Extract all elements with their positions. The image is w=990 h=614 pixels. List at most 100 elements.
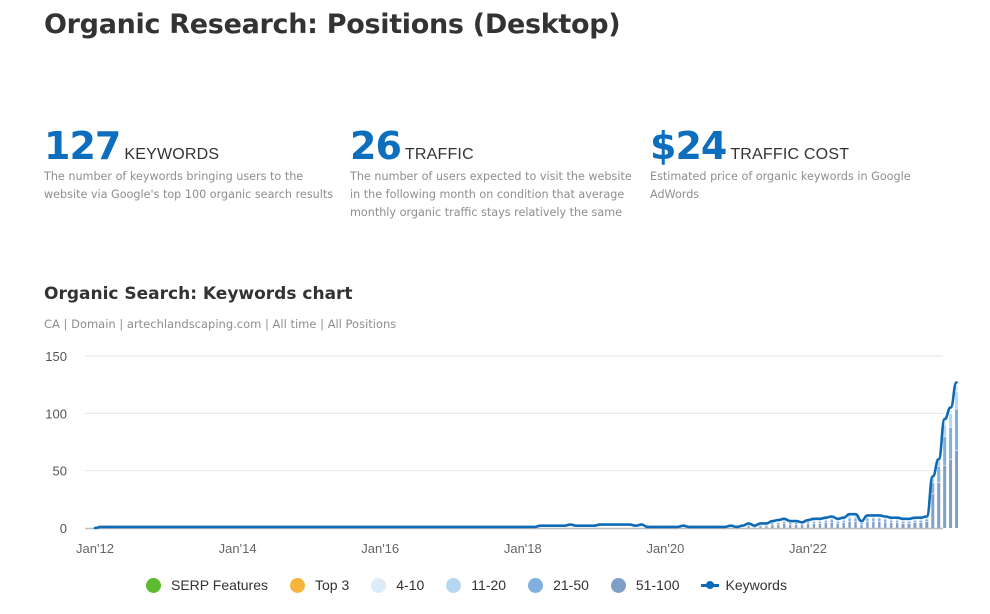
bar-51-100[interactable]	[836, 524, 839, 528]
bar-21-50[interactable]	[806, 521, 810, 524]
legend-item-keywords[interactable]: Keywords	[701, 577, 787, 593]
bar-11-20[interactable]	[836, 520, 839, 522]
bar-51-100[interactable]	[895, 522, 899, 528]
bar-11-20[interactable]	[824, 519, 828, 520]
bar-51-100[interactable]	[955, 450, 959, 528]
bar-21-50[interactable]	[907, 521, 911, 524]
bar-21-50[interactable]	[848, 518, 851, 522]
bar-51-100[interactable]	[842, 522, 845, 528]
bar-51-100[interactable]	[783, 524, 786, 528]
bar-11-20[interactable]	[830, 518, 833, 519]
bar-11-20[interactable]	[848, 515, 851, 518]
bar-21-50[interactable]	[759, 525, 762, 526]
bar-4-10[interactable]	[949, 410, 953, 414]
bar-51-100[interactable]	[925, 521, 929, 528]
bar-51-100[interactable]	[759, 526, 762, 528]
bar-51-100[interactable]	[884, 522, 887, 528]
bar-21-50[interactable]	[937, 466, 941, 483]
bar-21-50[interactable]	[955, 409, 959, 451]
bar-51-100[interactable]	[913, 522, 917, 528]
bar-51-100[interactable]	[806, 524, 810, 528]
bar-51-100[interactable]	[854, 521, 857, 528]
bar-51-100[interactable]	[765, 526, 768, 528]
bar-21-50[interactable]	[812, 521, 816, 524]
legend-item-11-20[interactable]: 11-20	[446, 577, 506, 593]
keywords-series-line[interactable]	[93, 381, 958, 530]
bar-51-100[interactable]	[753, 527, 756, 528]
bar-11-20[interactable]	[878, 517, 881, 518]
bar-51-100[interactable]	[889, 522, 893, 528]
bar-11-20[interactable]	[854, 515, 857, 518]
bar-51-100[interactable]	[937, 482, 941, 528]
bar-51-100[interactable]	[872, 521, 875, 528]
legend-item-51-100[interactable]: 51-100	[610, 577, 679, 593]
traffic-cost-value[interactable]: $24	[650, 124, 727, 168]
bar-21-50[interactable]	[777, 522, 780, 525]
bar-11-20[interactable]	[937, 460, 941, 467]
bar-21-50[interactable]	[895, 520, 899, 523]
bar-11-20[interactable]	[783, 520, 786, 522]
bar-51-100[interactable]	[771, 525, 774, 528]
bar-21-50[interactable]	[913, 520, 917, 523]
bar-11-20[interactable]	[913, 519, 917, 520]
legend-item-serp-features[interactable]: SERP Features	[146, 577, 268, 593]
keywords-value[interactable]: 127	[44, 124, 121, 168]
bar-51-100[interactable]	[949, 459, 953, 528]
bar-11-20[interactable]	[812, 520, 816, 522]
bar-11-20[interactable]	[955, 392, 959, 409]
bar-11-20[interactable]	[895, 519, 899, 520]
bar-51-100[interactable]	[931, 494, 935, 528]
bar-51-100[interactable]	[747, 526, 750, 528]
bar-21-50[interactable]	[919, 520, 923, 523]
legend-item-21-50[interactable]: 21-50	[528, 577, 589, 593]
bar-51-100[interactable]	[788, 525, 792, 528]
bar-51-100[interactable]	[878, 521, 881, 528]
bar-21-50[interactable]	[860, 522, 863, 525]
bar-21-50[interactable]	[925, 519, 929, 522]
bar-21-50[interactable]	[901, 521, 905, 524]
bar-21-50[interactable]	[800, 524, 804, 525]
bar-51-100[interactable]	[777, 525, 780, 528]
bar-21-50[interactable]	[878, 518, 881, 522]
bar-21-50[interactable]	[836, 521, 839, 524]
legend-item-4-10[interactable]: 4-10	[371, 577, 424, 593]
bar-21-50[interactable]	[884, 519, 887, 523]
bar-11-20[interactable]	[818, 520, 822, 522]
bar-21-50[interactable]	[889, 520, 893, 523]
bar-11-20[interactable]	[907, 520, 911, 522]
bar-11-20[interactable]	[777, 521, 780, 523]
bar-11-20[interactable]	[842, 519, 845, 520]
bar-51-100[interactable]	[812, 524, 816, 528]
bar-21-50[interactable]	[788, 522, 792, 525]
bar-51-100[interactable]	[800, 525, 804, 528]
bar-21-50[interactable]	[830, 519, 833, 523]
bar-11-20[interactable]	[901, 520, 905, 522]
bar-21-50[interactable]	[747, 525, 750, 526]
bar-51-100[interactable]	[824, 522, 828, 528]
bar-21-50[interactable]	[866, 518, 869, 522]
bar-21-50[interactable]	[824, 520, 828, 523]
bar-11-20[interactable]	[943, 425, 947, 437]
bar-11-20[interactable]	[866, 517, 869, 518]
bar-11-20[interactable]	[872, 517, 875, 518]
legend-item-top-3[interactable]: Top 3	[290, 577, 349, 593]
bar-21-50[interactable]	[872, 518, 875, 522]
bar-21-50[interactable]	[854, 518, 857, 522]
bar-21-50[interactable]	[949, 427, 953, 460]
bar-21-50[interactable]	[943, 436, 947, 465]
bar-51-100[interactable]	[830, 522, 833, 528]
bar-4-10[interactable]	[943, 423, 947, 425]
bar-51-100[interactable]	[901, 524, 905, 528]
bar-11-20[interactable]	[889, 519, 893, 520]
traffic-value[interactable]: 26	[350, 124, 402, 168]
bar-21-50[interactable]	[794, 522, 798, 525]
bar-51-100[interactable]	[919, 522, 923, 528]
bar-51-100[interactable]	[794, 525, 798, 528]
bar-11-20[interactable]	[931, 478, 935, 483]
bar-21-50[interactable]	[818, 521, 822, 524]
bar-51-100[interactable]	[848, 521, 851, 528]
bar-4-10[interactable]	[955, 386, 959, 392]
bar-21-50[interactable]	[771, 522, 774, 525]
bar-51-100[interactable]	[907, 524, 911, 528]
bar-11-20[interactable]	[949, 413, 953, 428]
